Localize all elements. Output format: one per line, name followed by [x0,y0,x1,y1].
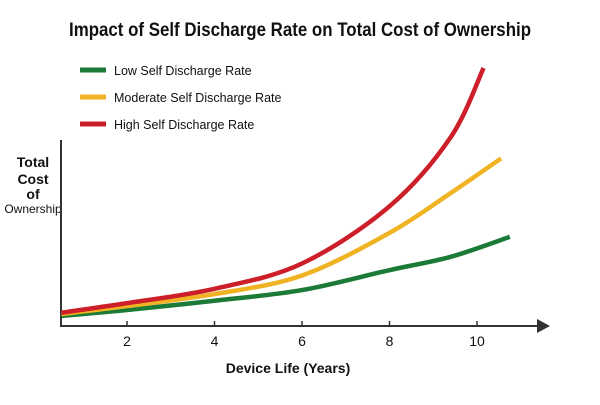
x-tick-label: 8 [386,333,394,349]
legend-label-moderate: Moderate Self Discharge Rate [114,91,281,105]
legend-label-high: High Self Discharge Rate [114,118,254,132]
x-ticks: 2 4 6 8 10 [123,321,485,349]
legend-label-low: Low Self Discharge Rate [114,64,252,78]
legend-item-low: Low Self Discharge Rate [80,64,252,78]
x-tick-label: 4 [211,333,219,349]
y-axis-label-line: Ownership [4,202,62,216]
x-tick-label: 6 [298,333,306,349]
x-axis-arrow-icon [537,319,550,333]
y-axis-label-line: of [26,186,40,202]
series-line-low [61,234,511,319]
y-axis-label-line: Total [17,154,49,170]
series-lines [61,67,511,319]
series-line-moderate [61,156,503,317]
legend-item-moderate: Moderate Self Discharge Rate [80,91,281,105]
x-tick-label: 2 [123,333,131,349]
x-axis-label: Device Life (Years) [226,360,351,376]
series-line-high [61,67,486,315]
legend-item-high: High Self Discharge Rate [80,118,254,132]
legend: Low Self Discharge Rate Moderate Self Di… [80,64,281,132]
y-axis-label-line: Cost [17,171,48,187]
y-axis-label: Total Cost of Ownership [4,154,62,216]
x-tick-label: 10 [469,333,485,349]
chart-title: Impact of Self Discharge Rate on Total C… [69,20,531,41]
